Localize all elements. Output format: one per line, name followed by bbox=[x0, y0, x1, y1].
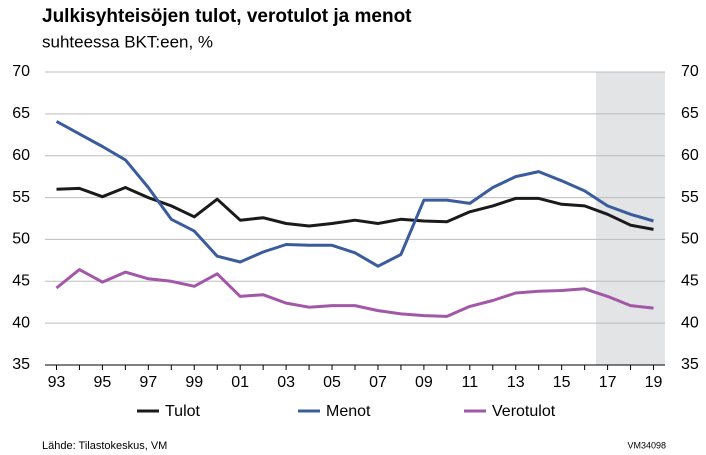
y-tick-label: 50 bbox=[12, 231, 30, 248]
y-tick-label: 60 bbox=[12, 147, 30, 164]
x-tick-label: 17 bbox=[599, 374, 617, 391]
y-tick-label: 55 bbox=[12, 189, 30, 206]
line-series bbox=[55, 268, 654, 318]
x-tick-label: 13 bbox=[507, 374, 525, 391]
y2-tick-label: 45 bbox=[681, 273, 699, 290]
y-tick-label: 35 bbox=[12, 356, 30, 373]
x-tick-label: 93 bbox=[48, 374, 66, 391]
legend-label: Menot bbox=[326, 403, 371, 420]
y-tick-label: 40 bbox=[12, 314, 30, 331]
x-tick-label: 19 bbox=[645, 374, 663, 391]
y2-tick-label: 60 bbox=[681, 147, 699, 164]
y-tick-label: 70 bbox=[12, 63, 30, 80]
y2-tick-label: 55 bbox=[681, 189, 699, 206]
x-tick-label: 01 bbox=[231, 374, 249, 391]
legend-label: Verotulot bbox=[492, 403, 556, 420]
y2-tick-label: 50 bbox=[681, 231, 699, 248]
x-tick-label: 05 bbox=[323, 374, 341, 391]
y2-tick-label: 35 bbox=[681, 356, 699, 373]
line-series bbox=[55, 120, 654, 268]
x-tick-label: 03 bbox=[277, 374, 295, 391]
chart-code: VM34098 bbox=[627, 440, 666, 450]
line-series bbox=[56, 186, 654, 231]
x-tick-label: 97 bbox=[139, 374, 157, 391]
x-tick-label: 11 bbox=[462, 374, 479, 391]
y2-tick-label: 70 bbox=[681, 63, 699, 80]
y-tick-label: 45 bbox=[12, 273, 30, 290]
source: Lähde: Tilastokeskus, VM bbox=[42, 440, 167, 452]
x-tick-label: 15 bbox=[553, 374, 571, 391]
x-tick-label: 07 bbox=[369, 374, 387, 391]
x-tick-label: 95 bbox=[94, 374, 112, 391]
y2-tick-label: 65 bbox=[681, 105, 699, 122]
chart-title: Julkisyhteisöjen tulot, verotulot ja men… bbox=[42, 6, 412, 27]
forecast-shade bbox=[596, 72, 665, 365]
y2-tick-label: 40 bbox=[681, 314, 699, 331]
chart-subtitle: suhteessa BKT:een, % bbox=[42, 32, 213, 51]
x-tick-label: 09 bbox=[415, 374, 433, 391]
y-tick-label: 65 bbox=[12, 105, 30, 122]
x-tick-label: 99 bbox=[185, 374, 203, 391]
legend-label: Tulot bbox=[165, 403, 201, 420]
